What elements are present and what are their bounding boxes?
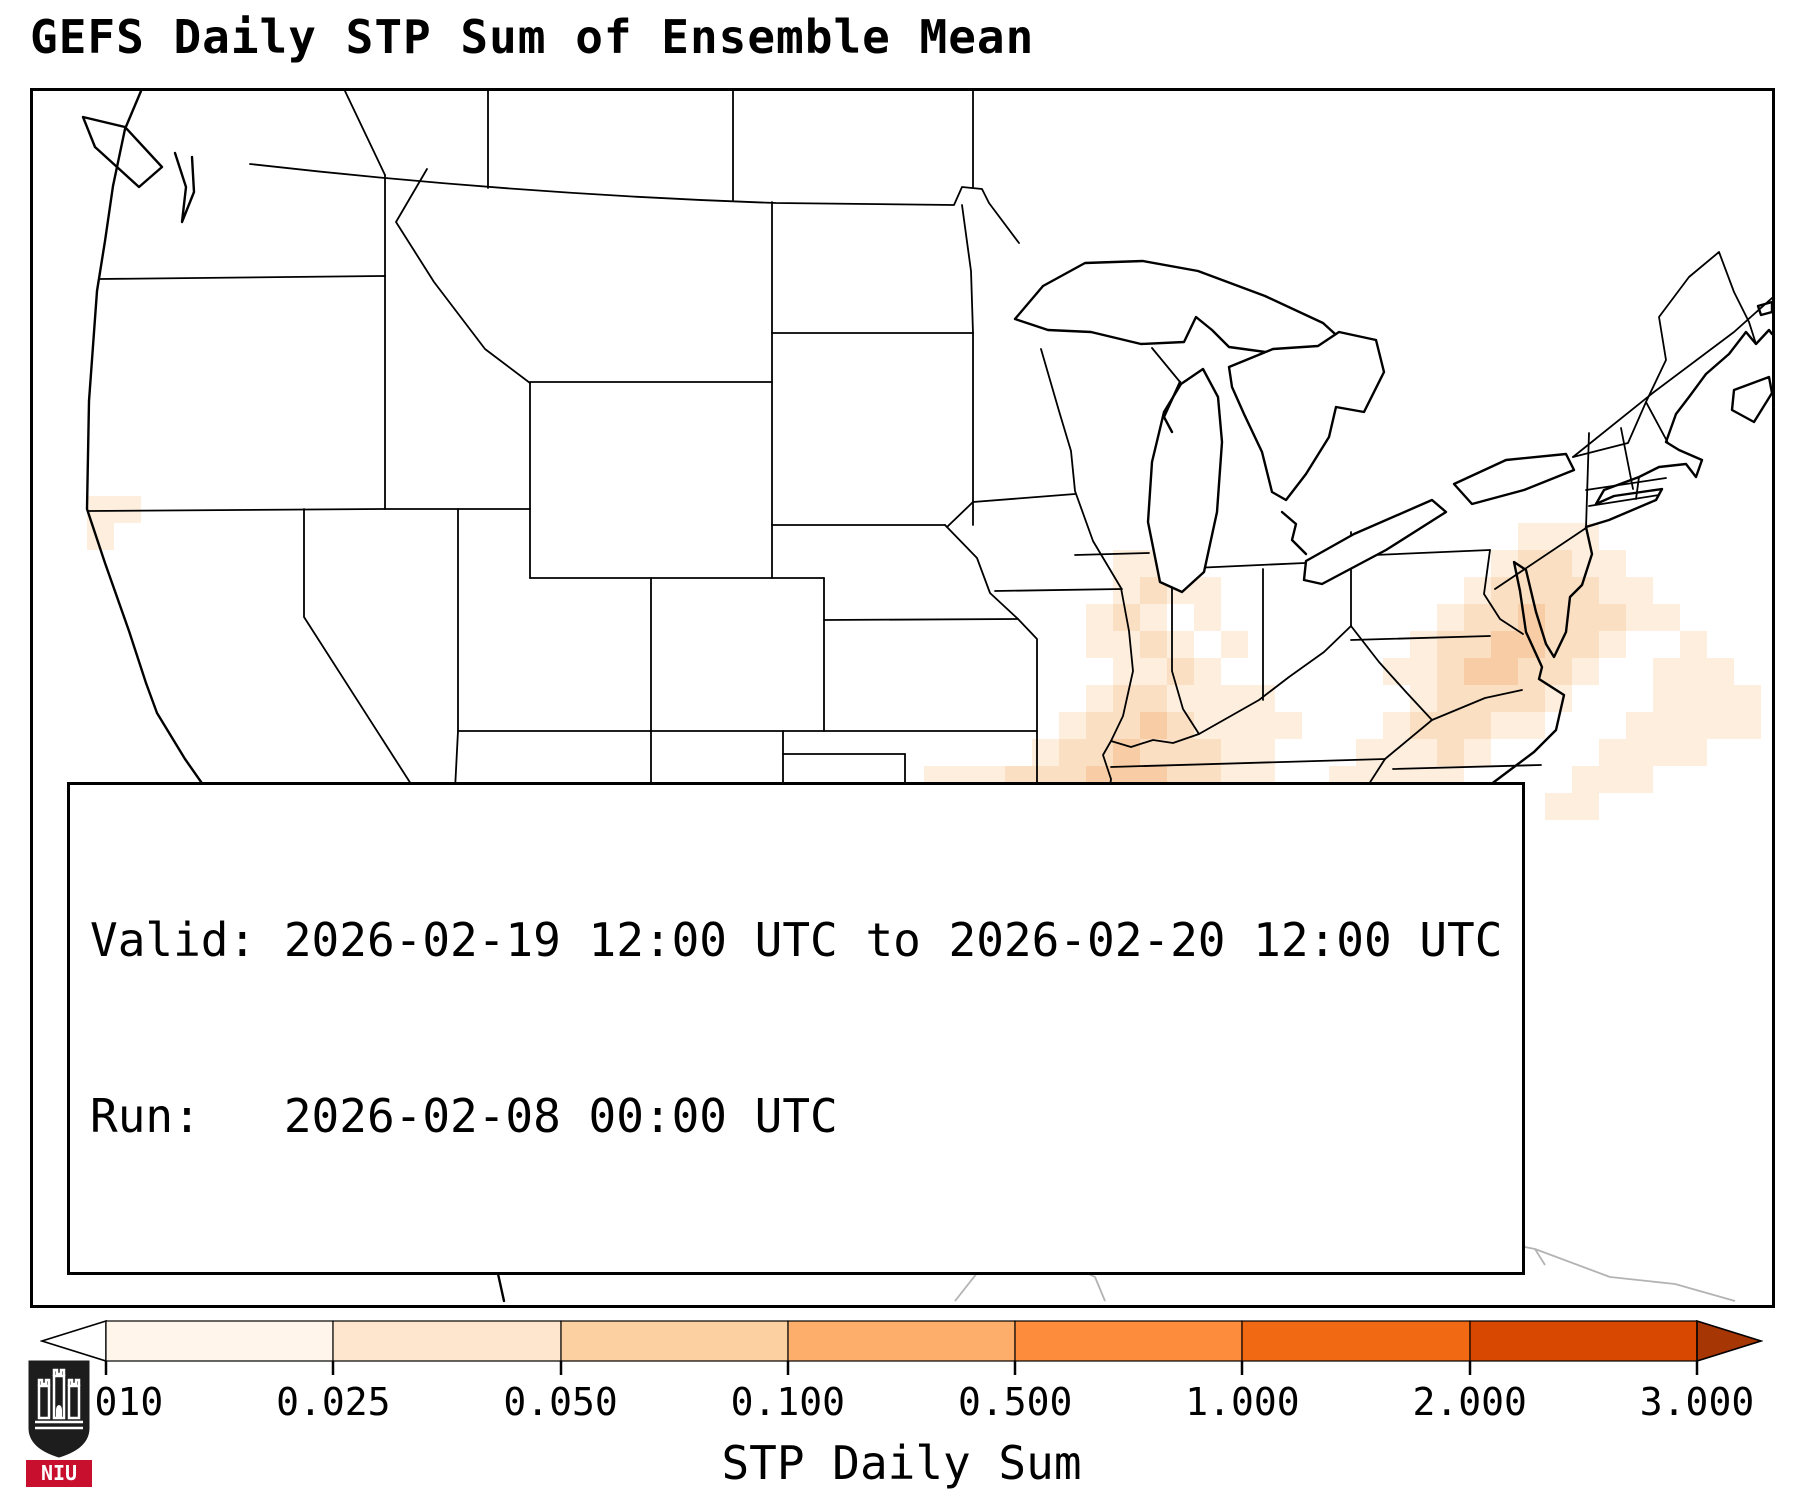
logo-text: NIU xyxy=(41,1461,77,1485)
great-lakes xyxy=(1013,259,1576,594)
colorbar-svg xyxy=(39,1319,1764,1375)
valid-run-info-box: Valid: 2026-02-19 12:00 UTC to 2026-02-2… xyxy=(67,782,1526,1275)
run-time-text: Run: 2026-02-08 00:00 UTC xyxy=(90,1089,838,1144)
tick-label: 0.100 xyxy=(730,1380,846,1424)
colorbar-segment xyxy=(1469,1320,1698,1362)
colorbar-segment xyxy=(1014,1320,1243,1362)
colorbar-segment xyxy=(787,1320,1016,1362)
colorbar-under-arrow xyxy=(39,1319,107,1363)
tick-label: 0.050 xyxy=(503,1380,618,1424)
colorbar xyxy=(39,1319,1764,1378)
valid-time-text: Valid: 2026-02-19 12:00 UTC to 2026-02-2… xyxy=(90,912,1503,967)
map-panel: Valid: 2026-02-19 12:00 UTC to 2026-02-2… xyxy=(30,88,1775,1308)
logo-door xyxy=(56,1405,62,1418)
tick-label: 3.000 xyxy=(1639,1380,1755,1424)
plot-title: GEFS Daily STP Sum of Ensemble Mean xyxy=(30,10,1035,64)
tick-label: 2.000 xyxy=(1412,1380,1527,1424)
colorbar-segment xyxy=(105,1320,334,1362)
niu-logo: NIU xyxy=(26,1358,92,1492)
niu-logo-graphic: NIU xyxy=(26,1360,92,1487)
colorbar-segment xyxy=(1241,1320,1471,1362)
lake-details xyxy=(1162,380,1308,556)
colorbar-axis-label: STP Daily Sum xyxy=(721,1436,1082,1490)
tick-label: 0.500 xyxy=(957,1380,1073,1424)
tick-label: 1.000 xyxy=(1185,1380,1300,1424)
tick-label: 0.025 xyxy=(276,1380,391,1424)
colorbar-tick-labels: 0.010 0.025 0.050 0.100 0.500 1.000 2.00… xyxy=(49,1380,1754,1424)
colorbar-segment xyxy=(560,1320,789,1362)
colorbar-over-arrow xyxy=(1696,1319,1764,1363)
colorbar-ticks xyxy=(104,1361,1699,1375)
canada-borders xyxy=(249,91,1772,458)
colorbar-segment xyxy=(332,1320,562,1362)
logo-red-bar xyxy=(26,1460,92,1487)
